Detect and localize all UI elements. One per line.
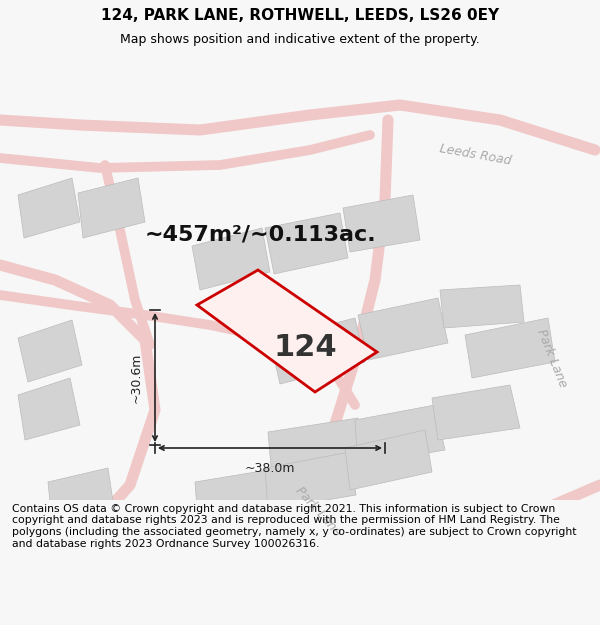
Polygon shape: [18, 378, 80, 440]
Polygon shape: [432, 385, 520, 440]
Text: Park Lane: Park Lane: [535, 327, 569, 389]
Polygon shape: [18, 178, 80, 238]
Polygon shape: [192, 228, 270, 290]
Text: ~457m²/~0.113ac.: ~457m²/~0.113ac.: [144, 225, 376, 245]
Polygon shape: [343, 195, 420, 252]
Polygon shape: [465, 318, 555, 378]
Polygon shape: [48, 468, 114, 522]
Polygon shape: [195, 470, 272, 522]
Text: Leeds Road: Leeds Road: [438, 142, 512, 168]
Text: Park Lane: Park Lane: [293, 485, 343, 539]
Text: ~38.0m: ~38.0m: [245, 462, 295, 475]
Text: Contains OS data © Crown copyright and database right 2021. This information is : Contains OS data © Crown copyright and d…: [12, 504, 577, 549]
Polygon shape: [265, 213, 348, 274]
Polygon shape: [78, 178, 145, 238]
Text: ~30.6m: ~30.6m: [130, 352, 143, 403]
Polygon shape: [268, 418, 363, 478]
Text: 124, PARK LANE, ROTHWELL, LEEDS, LS26 0EY: 124, PARK LANE, ROTHWELL, LEEDS, LS26 0E…: [101, 8, 499, 22]
Text: Map shows position and indicative extent of the property.: Map shows position and indicative extent…: [120, 32, 480, 46]
Polygon shape: [270, 318, 365, 384]
Text: 124: 124: [273, 334, 337, 362]
Polygon shape: [358, 298, 448, 360]
Polygon shape: [18, 320, 82, 382]
Polygon shape: [265, 452, 356, 510]
Polygon shape: [197, 270, 377, 392]
Polygon shape: [345, 430, 432, 490]
Polygon shape: [440, 285, 524, 328]
Polygon shape: [355, 405, 445, 465]
